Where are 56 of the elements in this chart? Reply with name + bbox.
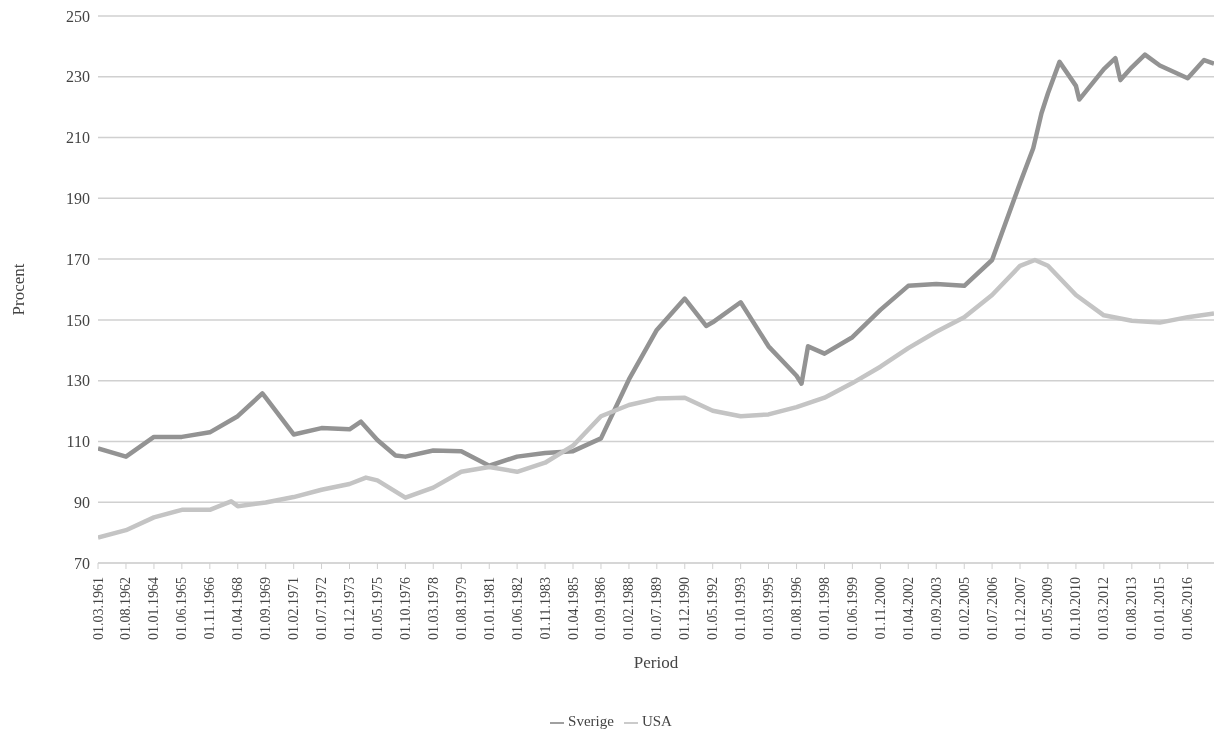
x-tick-label: 01.07.1972 [314,577,330,640]
x-tick-label: 01.10.1976 [397,577,413,640]
x-tick-label: 01.12.1973 [342,577,358,640]
x-tick-label: 01.03.1961 [90,577,106,640]
line-series [98,257,1214,540]
line-series [98,52,1214,469]
x-tick-label: 01.04.2002 [900,577,916,640]
x-tick-label: 01.08.1996 [789,577,805,640]
x-tick-label: 01.05.1975 [369,577,385,640]
x-tick-label: 01.10.1993 [733,577,749,640]
x-tick-label: 01.02.1988 [621,577,637,640]
x-tick-label: 01.01.2015 [1152,577,1168,640]
x-tick-label: 01.06.2016 [1180,577,1196,640]
x-tick-label: 01.04.1968 [230,577,246,640]
y-tick-label: 190 [66,190,90,208]
x-tick-label: 01.10.2010 [1068,577,1084,640]
y-tick-label: 130 [66,372,90,390]
x-tick-label: 01.04.1985 [565,577,581,640]
y-tick-label: 170 [66,250,90,268]
y-tick-label: 70 [74,554,90,572]
x-tick-label: 01.03.1995 [761,577,777,640]
y-tick-label: 110 [66,433,90,451]
x-tick-label: 01.03.2012 [1096,577,1112,640]
x-tick-label: 01.01.1964 [146,577,162,640]
legend-label: Sverige [568,713,614,729]
x-tick-label: 01.06.1965 [174,577,190,640]
x-axis-title: Period [633,653,679,672]
x-tick-label: 01.07.1989 [649,577,665,640]
x-tick-label: 01.05.1992 [705,577,721,640]
x-tick-label: 01.08.1962 [118,577,134,640]
x-tick-label: 01.01.1998 [817,577,833,640]
x-tick-label: 01.08.1979 [453,577,469,640]
x-tick-label: 01.07.2006 [984,577,1000,640]
x-tick-label: 01.11.1983 [537,577,553,640]
legend-label: USA [641,713,672,729]
y-tick-label: 210 [66,129,90,147]
x-tick-label: 01.09.2003 [928,577,944,640]
x-tick-label: 01.11.1966 [202,577,218,640]
y-tick-label: 90 [74,493,90,511]
x-tick-label: 01.06.1999 [844,577,860,640]
x-tick-label: 01.02.2005 [956,577,972,640]
x-tick-label: 01.02.1971 [286,577,302,640]
x-tick-label: 01.08.2013 [1124,577,1140,640]
x-tick-label: 01.12.2007 [1012,577,1028,640]
x-tick-label: 01.09.1969 [258,577,274,640]
x-tick-label: 01.05.2009 [1040,577,1056,640]
x-tick-label: 01.03.1978 [425,577,441,640]
x-tick-label: 01.01.1981 [481,577,497,640]
y-tick-label: 150 [66,311,90,329]
x-tick-label: 01.12.1990 [677,577,693,640]
x-tick-label: 01.11.2000 [872,577,888,640]
x-tick-label: 01.09.1986 [593,577,609,640]
y-tick-label: 250 [66,7,90,25]
y-axis-title: Procent [9,263,29,316]
x-tick-label: 01.06.1982 [509,577,525,640]
y-tick-label: 230 [66,68,90,86]
